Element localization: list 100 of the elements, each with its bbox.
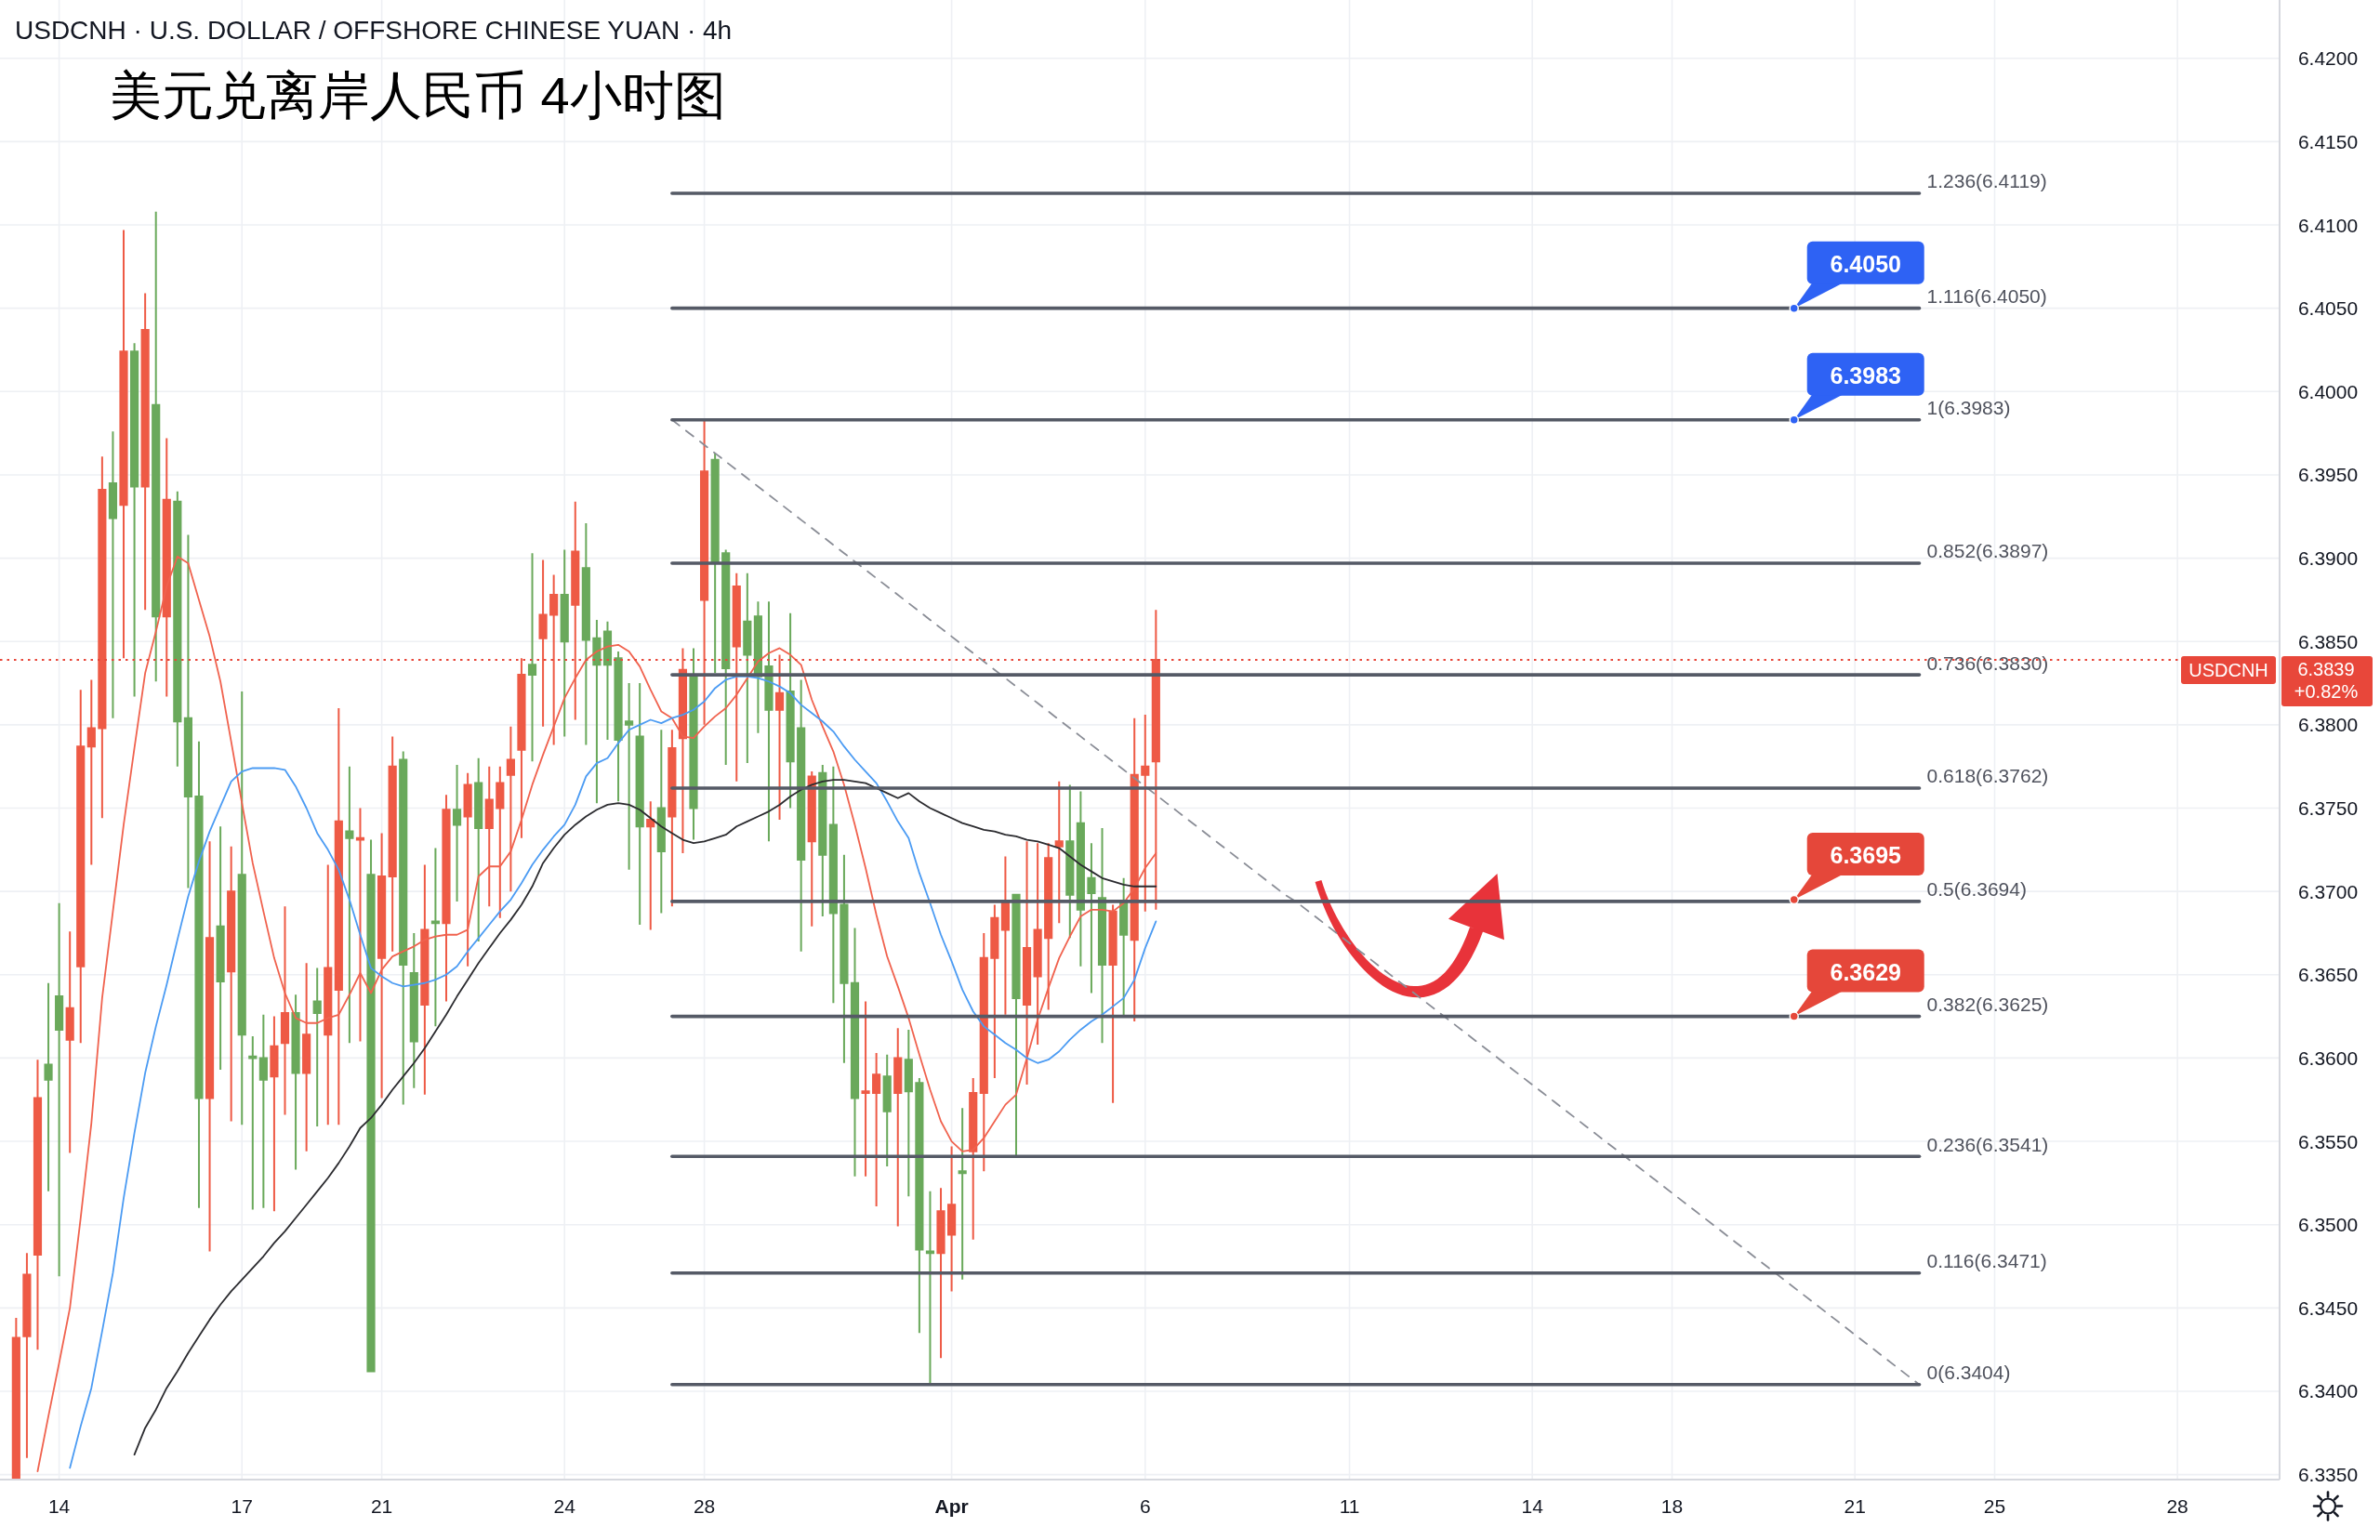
candlestick [388, 735, 397, 953]
annotation: 6.3695 [1830, 842, 1902, 869]
candlestick [86, 678, 96, 866]
series-label: 0.5(6.3694) [1926, 878, 2027, 901]
x-tick-label: 21 [370, 1495, 393, 1517]
candlestick [119, 229, 128, 660]
candlestick [1054, 780, 1064, 925]
candlestick [33, 1059, 43, 1351]
candlestick [893, 1027, 903, 1228]
candlestick [98, 455, 107, 820]
annotation: 6.3629 [1830, 958, 1901, 985]
candlestick [76, 689, 86, 1045]
annotation: 6.3983 [1830, 362, 1901, 388]
candlestick [549, 573, 559, 746]
candlestick [55, 902, 64, 1278]
series-label: 0(6.3404) [1926, 1362, 2011, 1384]
ref-line-label: 6.3839 [2297, 658, 2355, 679]
callout: 6.3695 [1789, 833, 1924, 905]
candlestick [506, 725, 515, 893]
y-tick-label: 6.3700 [2297, 880, 2359, 902]
text: 美元兑离岸人民币 4小时图 [110, 65, 726, 125]
candlestick [1130, 717, 1139, 1022]
candlestick [366, 838, 376, 1373]
candlestick [1044, 842, 1053, 1011]
price-tag: 6.3839 +0.82% [2281, 655, 2373, 706]
candlestick [22, 1252, 32, 1459]
candlestick [721, 548, 731, 766]
candlestick [484, 765, 494, 908]
y-tick-label: 6.3750 [2297, 797, 2359, 819]
x-tick-label: 18 [1660, 1495, 1684, 1517]
candlestick [1022, 840, 1032, 1086]
candlestick [1108, 903, 1117, 1104]
y-tick-label: 6.3850 [2297, 630, 2359, 652]
candlestick [152, 210, 161, 683]
candlestick [625, 682, 634, 871]
candlestick [915, 1076, 924, 1335]
line-series [69, 675, 1157, 1469]
candlestick [452, 763, 462, 902]
candlestick [786, 612, 795, 809]
candlestick [1065, 783, 1075, 940]
candlestick [345, 765, 354, 1045]
text: USDCNH · U.S. DOLLAR / OFFSHORE CHINESE YUAN · 4h [15, 15, 733, 45]
candlestick [270, 1015, 279, 1213]
series-label: 1.116(6.4050) [1926, 285, 2047, 308]
candlestick [861, 1000, 870, 1178]
candlestick [904, 1028, 913, 1198]
candlestick [377, 832, 387, 1099]
annotation: USDCNH [2188, 659, 2268, 680]
candlestick [602, 620, 613, 741]
candlestick [1097, 827, 1107, 1045]
candlestick [194, 740, 204, 1209]
candlestick [764, 600, 774, 843]
candlestick [753, 600, 762, 734]
candlestick [807, 770, 816, 928]
x-tick-label: Apr [934, 1495, 969, 1517]
x-tick-label: 14 [47, 1495, 71, 1517]
candlestick [850, 927, 860, 1178]
candlestick [496, 765, 505, 919]
candlestick [291, 994, 300, 1171]
candlestick [592, 618, 602, 805]
candlestick [828, 765, 838, 1005]
candlestick [11, 1317, 20, 1480]
candlestick [237, 691, 246, 1126]
x-tick-label: 6 [1139, 1495, 1151, 1517]
candlestick [668, 729, 677, 908]
candlestick [560, 548, 569, 738]
y-tick-label: 6.4150 [2297, 130, 2359, 152]
candlestick [689, 647, 698, 841]
candlestick [173, 490, 182, 768]
candlestick [312, 967, 322, 1127]
candlestick [797, 678, 806, 953]
series-label: 1.236(6.4119) [1926, 170, 2047, 192]
candlestick [969, 1076, 978, 1241]
y-tick-label: 6.3650 [2297, 964, 2359, 986]
candlestick [183, 533, 192, 889]
symbol-tag: USDCNH [2181, 655, 2276, 684]
candlestick [1033, 842, 1042, 1046]
callout: 6.3983 [1789, 352, 1924, 426]
x-tick-label: 17 [231, 1495, 253, 1517]
series-label: 0.382(6.3625) [1926, 994, 2049, 1016]
candlestick [581, 521, 590, 746]
candlestick [1076, 790, 1085, 967]
y-tick-label: 6.3350 [2297, 1464, 2359, 1486]
candlestick [129, 342, 139, 698]
candlestick [710, 452, 720, 675]
y-tick-label: 6.3800 [2297, 714, 2359, 736]
series-label: 0.116(6.3471) [1926, 1250, 2047, 1272]
series-label: 0.736(6.3830) [1926, 652, 2049, 674]
candlestick [635, 682, 644, 926]
candlestick [1087, 842, 1096, 994]
x-tick-label: 14 [1521, 1495, 1544, 1517]
candlestick [65, 930, 74, 1154]
candlestick [840, 853, 849, 1064]
y-tick-label: 6.3900 [2297, 547, 2359, 570]
x-tick-label: 21 [1844, 1495, 1866, 1517]
series-label: 0.618(6.3762) [1926, 765, 2049, 787]
candlestick [774, 653, 785, 822]
candlestick [355, 807, 365, 1043]
y-tick-label: 6.3600 [2297, 1046, 2359, 1069]
y-tick-label: 6.3550 [2297, 1130, 2359, 1152]
